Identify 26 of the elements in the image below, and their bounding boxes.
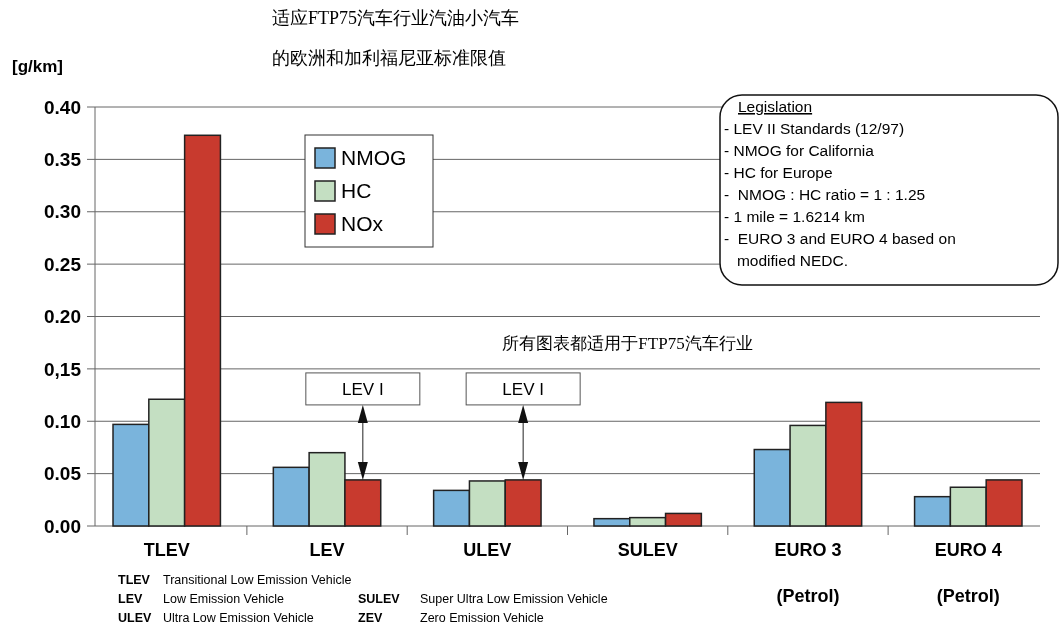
y-tick-label: 0.10 (44, 410, 81, 432)
legend-label: NOx (341, 212, 384, 236)
y-tick-label: 0.20 (44, 306, 81, 328)
text: TLEV Transitional Low Emission Vehicle LEV Low Emission Vehicle SULEV Super Ultra Low Emission Vehicle ULEV Ultra Low Emission Vehicle ZEV Zero Emission Vehicle (118, 573, 608, 625)
annotation: Legislation - LEV II Standards (12/97) - NMOG for California - HC for Europe - NMOG : HC ratio = 1 : 1.25 - 1 mile = 1.6214 km - EURO 3 and EURO 4 based on modified NEDC. (724, 98, 956, 269)
y-tick-label: 0.05 (44, 463, 82, 485)
chart-subtitle: 的欧洲和加利福尼亚标准限值 (272, 48, 506, 68)
x-tick-label: LEV (309, 540, 345, 560)
x-tick-label: TLEV (143, 540, 190, 560)
x-tick-label: ULEV (463, 540, 512, 560)
category-label: EURO 3 (Petrol) (774, 540, 842, 606)
y-axis-title: [g/km] (12, 57, 63, 76)
annotation: 所有图表都适用于FTP75汽车行业 (502, 333, 753, 353)
y-tick-label: 0.35 (44, 149, 82, 171)
y-tick-label: 0.40 (44, 96, 81, 118)
x-tick-label: SULEV (617, 540, 678, 560)
legend-label: NMOG (341, 146, 407, 170)
annotation: LEV I (342, 379, 384, 399)
legend-label: HC (341, 179, 372, 203)
y-tick-label: 0.00 (44, 515, 81, 537)
chart-title: 适应FTP75汽车行业汽油小汽车 (272, 8, 520, 28)
category-label: EURO 4 (Petrol) (934, 540, 1002, 606)
y-tick-label: 0.25 (44, 253, 82, 275)
annotation: LEV I (502, 379, 544, 399)
y-tick-label: 0,15 (44, 358, 82, 380)
y-tick-label: 0.30 (44, 201, 81, 223)
